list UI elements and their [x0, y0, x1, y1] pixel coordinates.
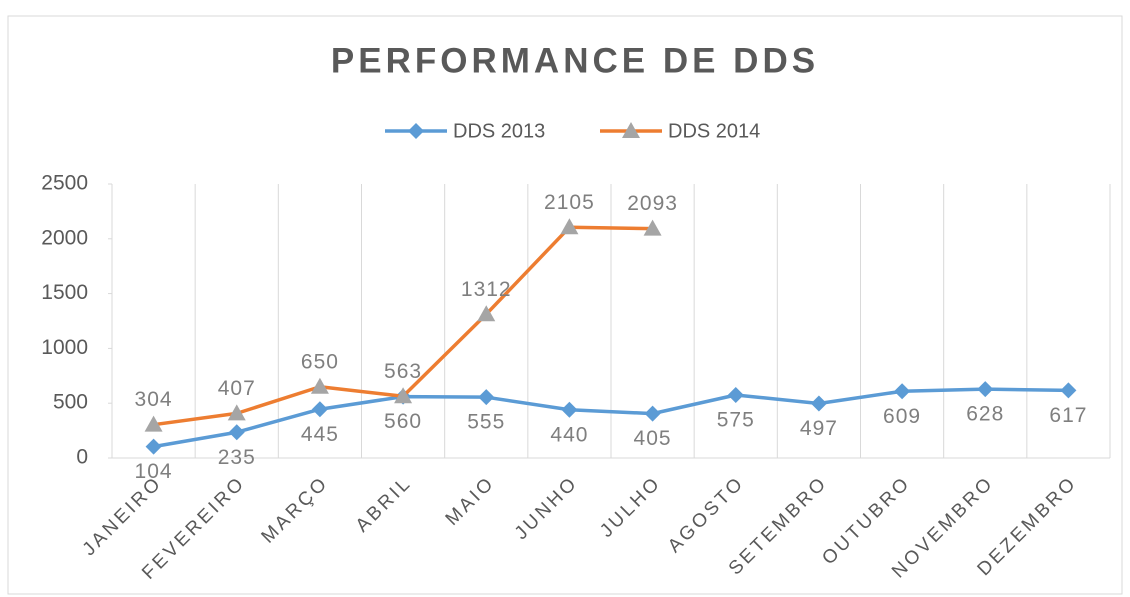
marker [1060, 382, 1077, 399]
data-label: 1312 [461, 278, 512, 301]
data-label: 617 [1049, 404, 1087, 427]
data-label: 2093 [627, 192, 678, 215]
data-label: 104 [135, 460, 173, 483]
marker [561, 401, 578, 418]
legend-label: DDS 2013 [453, 120, 545, 142]
marker [478, 389, 495, 406]
data-label: 560 [384, 410, 422, 433]
y-tick-label: 2000 [41, 226, 88, 249]
marker [894, 383, 911, 400]
marker [227, 404, 246, 421]
marker [144, 415, 163, 432]
chart-title: PERFORMANCE DE DDS [331, 41, 819, 80]
data-label: 575 [717, 409, 755, 432]
series-line [153, 387, 1069, 449]
data-label: 555 [467, 411, 505, 434]
legend-item: DDS 2013 [385, 120, 545, 142]
marker [311, 401, 328, 418]
marker [644, 405, 661, 422]
data-label: 405 [634, 427, 672, 450]
data-label: 440 [550, 423, 588, 446]
marker [643, 219, 662, 236]
data-label: 2105 [544, 191, 595, 214]
legend-label: DDS 2014 [668, 120, 760, 142]
data-label: 497 [800, 417, 838, 440]
legend-item: DDS 2014 [600, 120, 760, 142]
y-tick-label: 1500 [41, 281, 88, 304]
marker [810, 395, 827, 412]
y-tick-label: 1000 [41, 336, 88, 359]
data-label: 407 [218, 377, 256, 400]
marker [310, 377, 329, 394]
chart-frame [7, 15, 1123, 595]
marker [408, 123, 424, 139]
marker [977, 381, 994, 398]
marker [394, 387, 413, 404]
marker [228, 424, 245, 441]
y-tick-label: 0 [76, 446, 88, 469]
data-label: 235 [218, 446, 256, 469]
marker [622, 122, 640, 138]
data-label: 304 [135, 388, 173, 411]
data-label: 609 [883, 405, 921, 428]
data-label: 563 [384, 360, 422, 383]
data-label: 650 [301, 350, 339, 373]
y-tick-label: 2500 [41, 172, 88, 195]
data-label: 445 [301, 423, 339, 446]
marker [145, 438, 162, 455]
y-tick-label: 500 [53, 391, 88, 414]
marker [477, 305, 496, 322]
data-label: 628 [966, 403, 1004, 426]
marker [727, 386, 744, 403]
marker [560, 218, 579, 235]
